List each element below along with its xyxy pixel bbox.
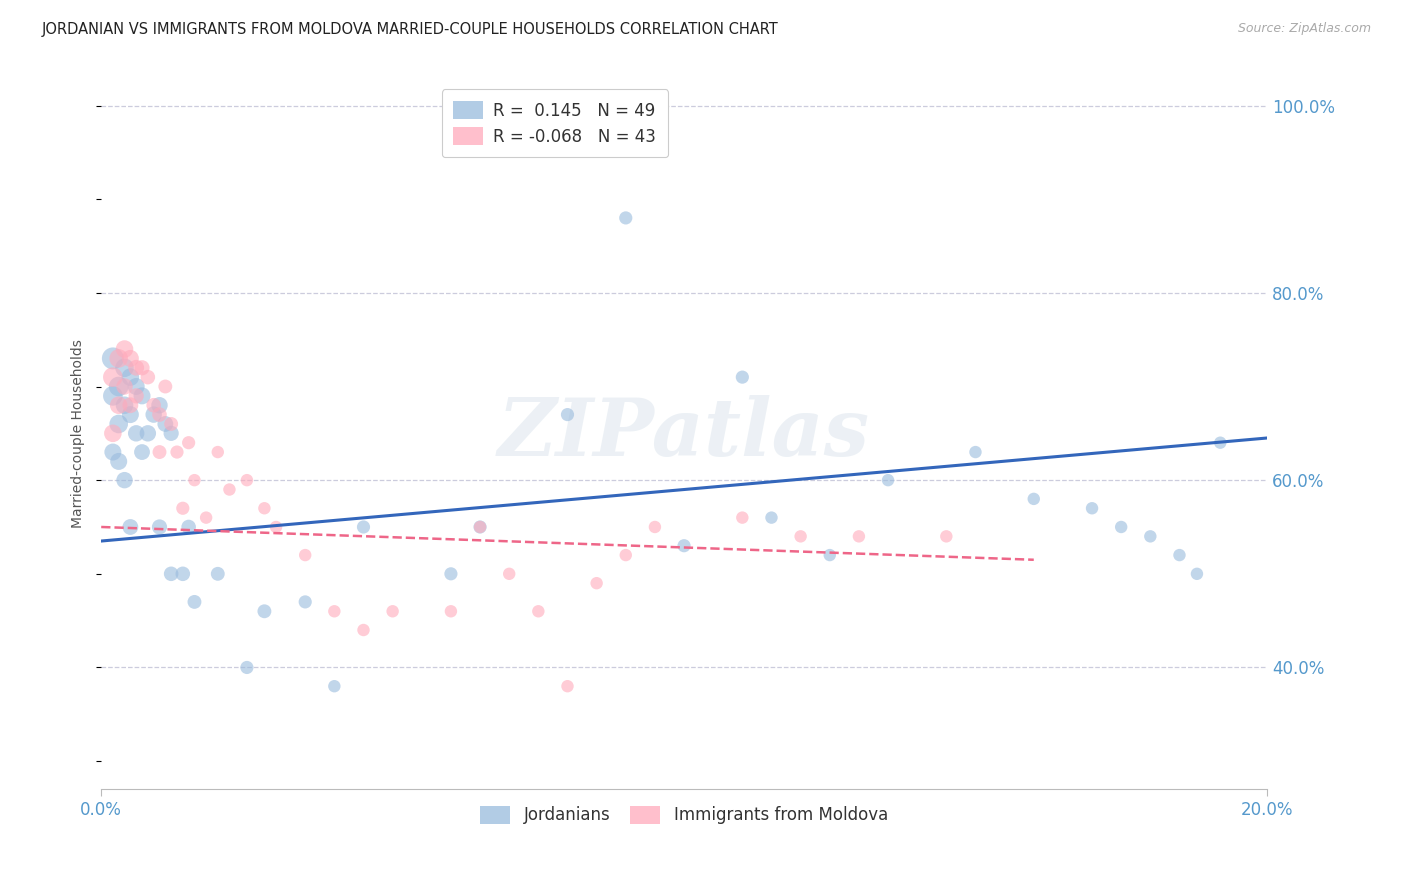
Point	[120, 351, 142, 366]
Point	[294, 595, 316, 609]
Point	[1139, 529, 1161, 543]
Point	[183, 473, 205, 487]
Point	[1109, 520, 1132, 534]
Point	[177, 435, 200, 450]
Point	[107, 351, 129, 366]
Point	[160, 566, 183, 581]
Point	[207, 445, 229, 459]
Point	[101, 370, 124, 384]
Point	[101, 351, 124, 366]
Point	[294, 548, 316, 562]
Point	[848, 529, 870, 543]
Point	[731, 370, 754, 384]
Point	[172, 566, 194, 581]
Point	[114, 360, 136, 375]
Point	[323, 604, 346, 618]
Point	[264, 520, 287, 534]
Point	[1081, 501, 1104, 516]
Point	[107, 454, 129, 468]
Point	[1185, 566, 1208, 581]
Point	[131, 389, 153, 403]
Y-axis label: Married-couple Households: Married-couple Households	[72, 339, 86, 528]
Point	[114, 342, 136, 356]
Point	[323, 679, 346, 693]
Point	[131, 360, 153, 375]
Point	[1022, 491, 1045, 506]
Point	[107, 417, 129, 431]
Point	[236, 473, 259, 487]
Point	[468, 520, 491, 534]
Point	[614, 211, 637, 225]
Point	[142, 408, 165, 422]
Point	[155, 417, 177, 431]
Point	[155, 379, 177, 393]
Point	[101, 426, 124, 441]
Point	[353, 520, 375, 534]
Point	[148, 408, 170, 422]
Point	[1209, 435, 1232, 450]
Point	[125, 360, 148, 375]
Point	[440, 566, 463, 581]
Point	[731, 510, 754, 524]
Point	[148, 520, 170, 534]
Point	[253, 604, 276, 618]
Point	[120, 408, 142, 422]
Point	[965, 445, 987, 459]
Point	[468, 520, 491, 534]
Point	[498, 566, 520, 581]
Point	[557, 408, 579, 422]
Point	[120, 398, 142, 412]
Point	[120, 370, 142, 384]
Point	[440, 604, 463, 618]
Point	[253, 501, 276, 516]
Point	[125, 426, 148, 441]
Point	[166, 445, 188, 459]
Point	[160, 426, 183, 441]
Point	[935, 529, 957, 543]
Point	[183, 595, 205, 609]
Point	[527, 604, 550, 618]
Point	[148, 398, 170, 412]
Point	[160, 417, 183, 431]
Point	[218, 483, 240, 497]
Point	[101, 389, 124, 403]
Point	[195, 510, 218, 524]
Point	[107, 398, 129, 412]
Point	[818, 548, 841, 562]
Point	[131, 445, 153, 459]
Point	[125, 389, 148, 403]
Point	[673, 539, 696, 553]
Point	[381, 604, 404, 618]
Point	[114, 473, 136, 487]
Point	[142, 398, 165, 412]
Point	[585, 576, 607, 591]
Text: ZIPatlas: ZIPatlas	[498, 394, 870, 472]
Legend: Jordanians, Immigrants from Moldova: Jordanians, Immigrants from Moldova	[470, 796, 898, 834]
Point	[120, 520, 142, 534]
Text: JORDANIAN VS IMMIGRANTS FROM MOLDOVA MARRIED-COUPLE HOUSEHOLDS CORRELATION CHART: JORDANIAN VS IMMIGRANTS FROM MOLDOVA MAR…	[42, 22, 779, 37]
Point	[761, 510, 783, 524]
Point	[353, 623, 375, 637]
Point	[114, 379, 136, 393]
Point	[101, 445, 124, 459]
Point	[136, 426, 159, 441]
Point	[114, 398, 136, 412]
Point	[207, 566, 229, 581]
Point	[877, 473, 900, 487]
Point	[177, 520, 200, 534]
Point	[1168, 548, 1191, 562]
Point	[107, 379, 129, 393]
Text: Source: ZipAtlas.com: Source: ZipAtlas.com	[1237, 22, 1371, 36]
Point	[136, 370, 159, 384]
Point	[789, 529, 811, 543]
Point	[172, 501, 194, 516]
Point	[148, 445, 170, 459]
Point	[644, 520, 666, 534]
Point	[236, 660, 259, 674]
Point	[614, 548, 637, 562]
Point	[557, 679, 579, 693]
Point	[125, 379, 148, 393]
